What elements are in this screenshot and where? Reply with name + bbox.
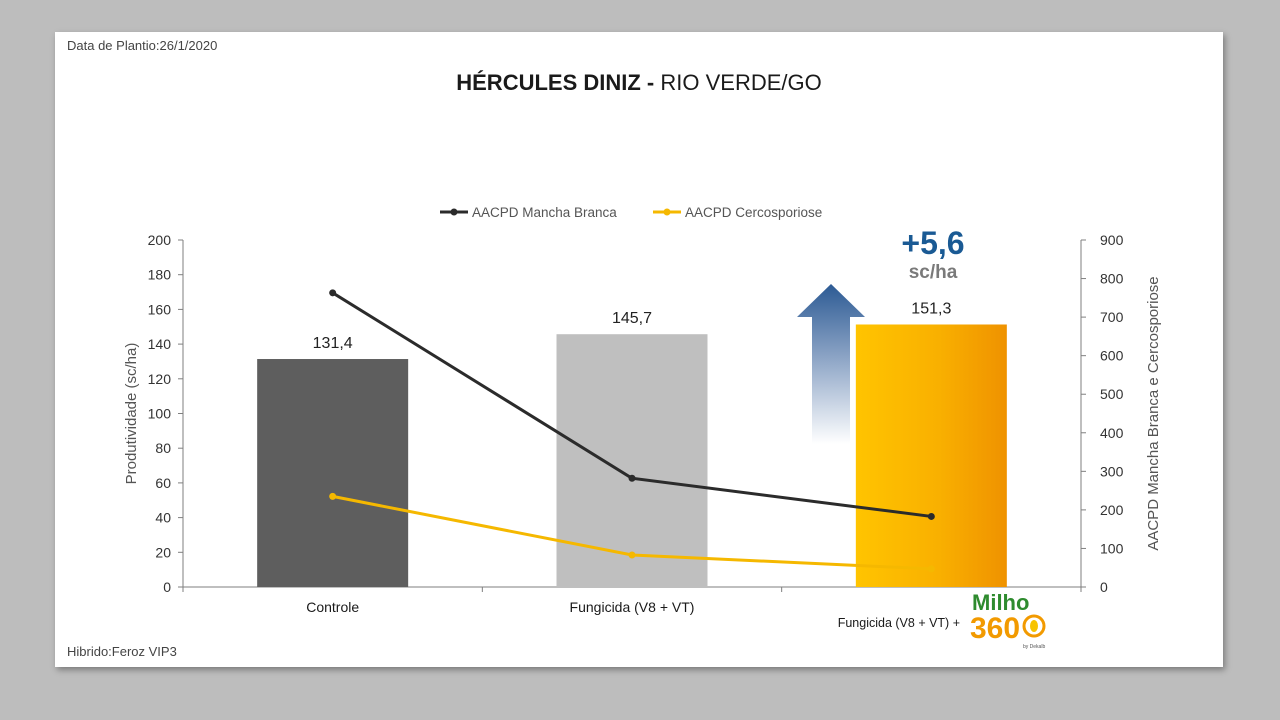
category-label-3: Fungicida (V8 + VT) + xyxy=(838,616,960,630)
y2-axis-title: AACPD Mancha Branca e Cercosporiose xyxy=(1145,276,1162,550)
y2-tick-label: 900 xyxy=(1100,232,1124,248)
y2-tick-label: 100 xyxy=(1100,540,1124,556)
y-tick-label: 80 xyxy=(155,440,171,456)
y2-tick-label: 200 xyxy=(1100,502,1124,518)
legend-label: AACPD Cercosporiose xyxy=(685,205,822,220)
y2-tick-label: 300 xyxy=(1100,463,1124,479)
gain-unit: sc/ha xyxy=(909,262,958,283)
y-tick-label: 100 xyxy=(148,406,172,422)
logo-milho: Milho xyxy=(972,590,1029,615)
y2-tick-label: 0 xyxy=(1100,579,1108,595)
corn-kernel-icon xyxy=(1030,620,1038,632)
y-tick-label: 200 xyxy=(148,232,172,248)
combo-chart: AACPD Mancha Branca AACPD Cercosporiose 0… xyxy=(123,205,1162,650)
category-label: Controle xyxy=(306,599,359,615)
chart-title: HÉRCULES DINIZ - RIO VERDE/GO xyxy=(55,70,1223,96)
series-point xyxy=(927,565,935,573)
y-tick-label: 40 xyxy=(155,510,171,526)
series-point xyxy=(628,551,636,559)
y2-tick-label: 800 xyxy=(1100,271,1124,287)
bar-value-label: 145,7 xyxy=(612,310,652,327)
series-point xyxy=(329,492,337,500)
y2-tick-label: 400 xyxy=(1100,425,1124,441)
bar-value-label: 151,3 xyxy=(911,300,951,317)
y-tick-label: 160 xyxy=(148,301,172,317)
milho-360-logo: Milho 360 by Dekalb xyxy=(970,590,1046,650)
labels: 131,4 Controle 145,7 Fungicida (V8 + VT) 151… xyxy=(306,300,951,615)
y-tick-label: 60 xyxy=(155,475,171,491)
series-point xyxy=(329,289,337,297)
title-farmer: HÉRCULES DINIZ - xyxy=(456,70,655,95)
hybrid-label: Hibrido:Feroz VIP3 xyxy=(67,644,177,659)
y-tick-label: 20 xyxy=(155,544,171,560)
series-point xyxy=(628,474,636,482)
legend: AACPD Mancha Branca AACPD Cercosporiose xyxy=(440,205,822,220)
title-location: RIO VERDE/GO xyxy=(660,70,822,95)
legend-swatch-point xyxy=(450,208,458,216)
bar-1 xyxy=(257,359,409,587)
lines xyxy=(329,289,935,573)
y2-tick-label: 600 xyxy=(1100,348,1124,364)
y2-tick-label: 700 xyxy=(1100,309,1124,325)
chart-card: Data de Plantio:26/1/2020 HÉRCULES DINIZ… xyxy=(55,32,1223,667)
bar-3 xyxy=(855,324,1007,587)
planting-date: Data de Plantio:26/1/2020 xyxy=(67,38,218,53)
logo-360: 360 xyxy=(970,612,1020,645)
gain-value: +5,6 xyxy=(901,225,964,261)
legend-swatch-point xyxy=(663,208,671,216)
category-label: Fungicida (V8 + VT) xyxy=(570,599,695,615)
logo-byline: by Dekalb xyxy=(1023,644,1045,650)
y-tick-label: 140 xyxy=(148,336,172,352)
y-tick-label: 180 xyxy=(148,267,172,283)
bars xyxy=(257,324,1007,587)
y-tick-label: 120 xyxy=(148,371,172,387)
up-arrow-shape xyxy=(797,284,865,444)
y2-tick-label: 500 xyxy=(1100,386,1124,402)
bar-2 xyxy=(556,334,708,587)
y-axis-title: Produtividade (sc/ha) xyxy=(123,343,140,485)
legend-label: AACPD Mancha Branca xyxy=(472,205,617,220)
bar-value-label: 131,4 xyxy=(313,335,353,352)
gain-arrow xyxy=(797,284,865,444)
y-tick-label: 0 xyxy=(163,579,171,595)
corn-icon xyxy=(1022,614,1046,638)
series-point xyxy=(927,512,935,520)
